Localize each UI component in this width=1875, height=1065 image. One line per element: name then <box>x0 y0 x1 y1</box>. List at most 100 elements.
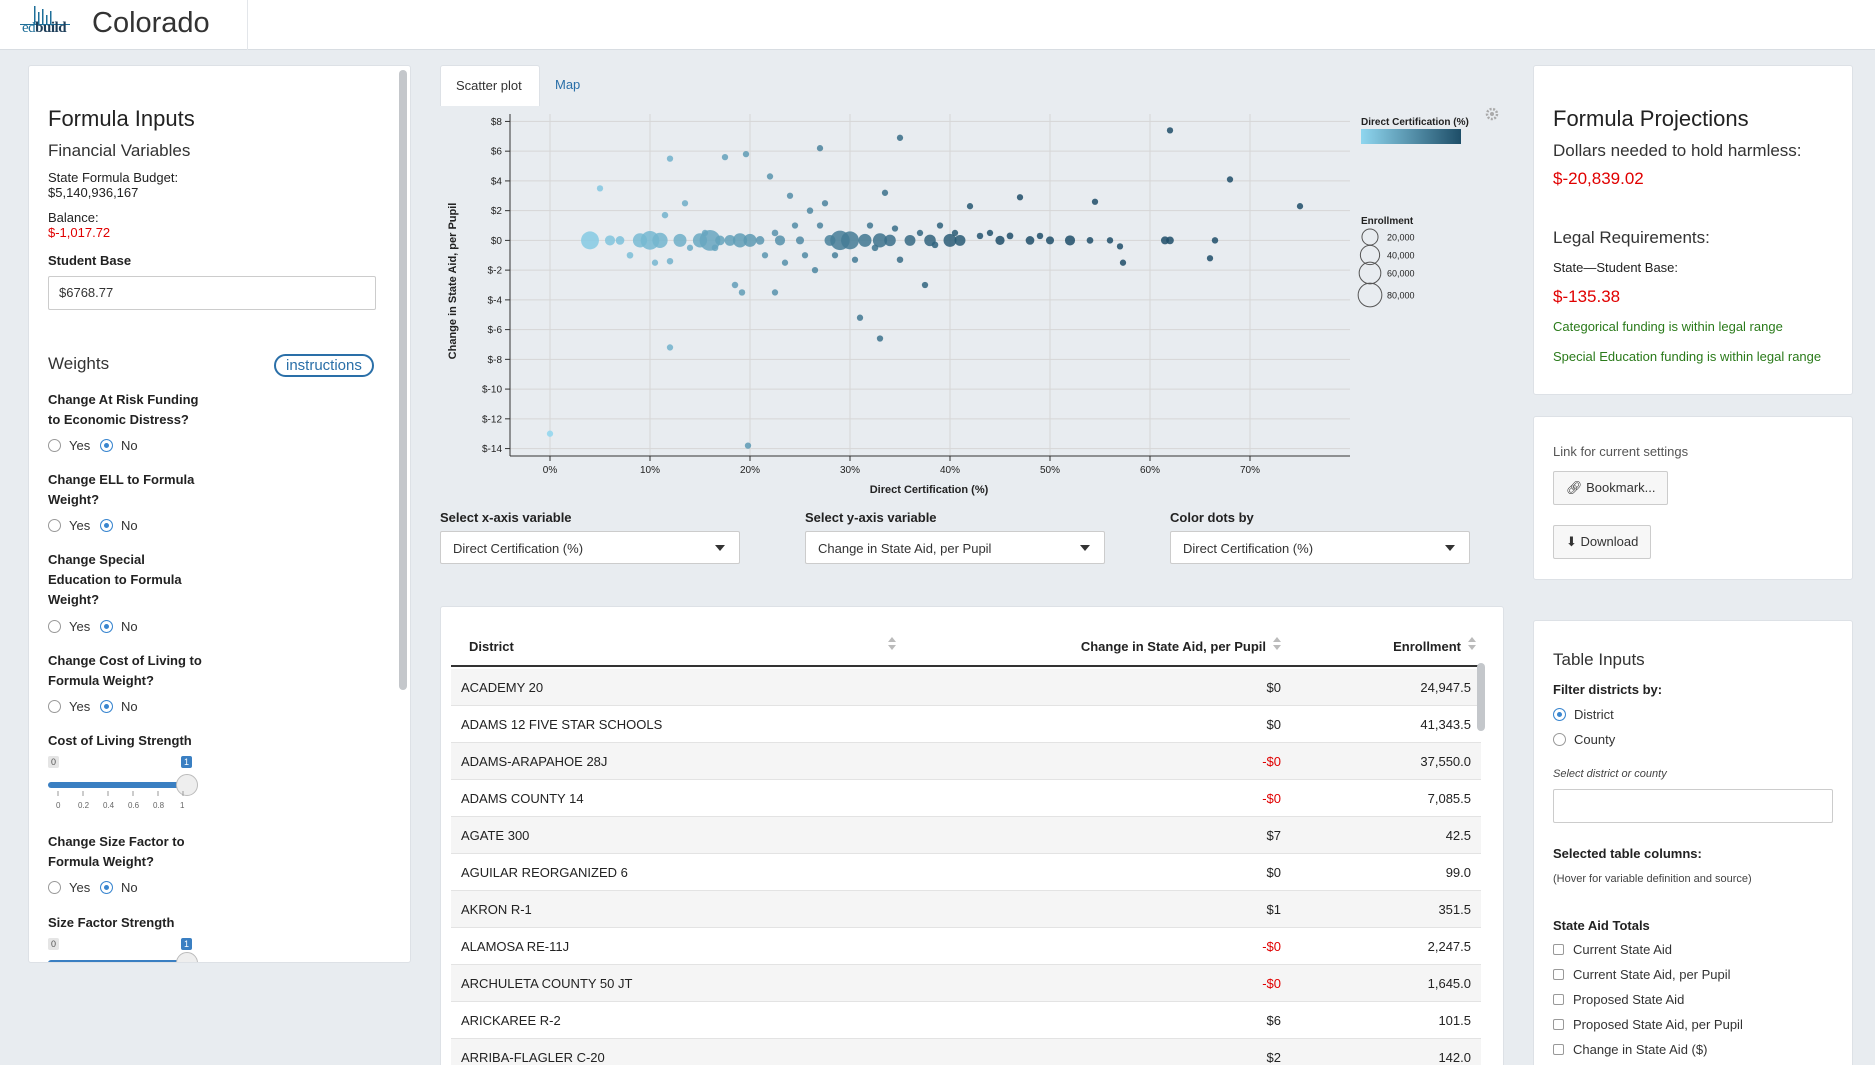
chart-settings-gear-icon[interactable] <box>1485 107 1499 121</box>
scatter-point[interactable] <box>1211 237 1219 244</box>
y-axis-select[interactable]: Change in State Aid, per Pupil <box>805 531 1105 564</box>
scatter-point[interactable] <box>816 222 824 229</box>
scatter-point[interactable] <box>581 231 599 250</box>
scatter-point[interactable] <box>1166 236 1174 245</box>
scatter-point[interactable] <box>786 192 794 199</box>
scatter-point[interactable] <box>916 229 924 237</box>
q-at-risk-yes-radio[interactable] <box>48 439 61 452</box>
q-col-no-radio[interactable] <box>100 700 113 713</box>
scatter-point[interactable] <box>791 222 799 229</box>
table-scrollbar[interactable] <box>1477 663 1485 731</box>
scatter-point[interactable] <box>876 335 884 342</box>
sort-enrollment-icon[interactable] <box>1468 637 1476 651</box>
scatter-point[interactable] <box>816 145 824 152</box>
scatter-point[interactable] <box>711 244 719 252</box>
q-size-no-radio[interactable] <box>100 881 113 894</box>
col-slider-handle[interactable] <box>176 774 198 796</box>
sort-district-icon[interactable] <box>888 637 896 651</box>
col-proposed-per-pupil-checkbox[interactable] <box>1553 1019 1564 1030</box>
col-slider-track[interactable] <box>48 782 186 788</box>
color-dots-select[interactable]: Direct Certification (%) <box>1170 531 1470 564</box>
scatter-point[interactable] <box>821 200 829 207</box>
scatter-point[interactable] <box>732 233 748 248</box>
q-at-risk-no-radio[interactable] <box>100 439 113 452</box>
q-ell-yes-radio[interactable] <box>48 519 61 532</box>
scatter-point[interactable] <box>651 259 659 266</box>
download-button[interactable]: ⬇︎ Download <box>1553 525 1652 559</box>
scatter-point[interactable] <box>841 231 859 250</box>
scatter-point[interactable] <box>686 244 694 251</box>
scatter-point[interactable] <box>891 225 899 232</box>
scatter-point[interactable] <box>781 259 789 266</box>
q-sped-yes-radio[interactable] <box>48 620 61 633</box>
col-current-state-aid-checkbox[interactable] <box>1553 944 1564 955</box>
scatter-point[interactable] <box>1166 127 1174 134</box>
scatter-point[interactable] <box>1025 236 1035 245</box>
table-row[interactable]: ADAMS COUNTY 14 -$0 7,085.5 <box>451 780 1481 817</box>
table-row[interactable]: AGUILAR REORGANIZED 6 $0 99.0 <box>451 854 1481 891</box>
scatter-point[interactable] <box>806 207 814 214</box>
scatter-point[interactable] <box>761 252 769 259</box>
scatter-point[interactable] <box>721 153 729 161</box>
scatter-point[interactable] <box>936 222 944 229</box>
scatter-point[interactable] <box>673 233 687 247</box>
scatter-point[interactable] <box>966 203 974 210</box>
scatter-point[interactable] <box>738 289 746 296</box>
scatter-point[interactable] <box>881 189 889 196</box>
scatter-point[interactable] <box>771 289 779 296</box>
scatter-point[interactable] <box>856 314 864 321</box>
scatter-point[interactable] <box>666 257 674 265</box>
scatter-point[interactable] <box>626 251 634 259</box>
scatter-point[interactable] <box>666 155 674 162</box>
scatter-point[interactable] <box>604 235 616 246</box>
scatter-point[interactable] <box>931 241 939 249</box>
scatter-point[interactable] <box>986 229 994 237</box>
table-row[interactable]: AKRON R-1 $1 351.5 <box>451 891 1481 928</box>
scatter-point[interactable] <box>896 256 904 263</box>
scatter-point[interactable] <box>904 234 916 246</box>
col-change-state-aid-checkbox[interactable] <box>1553 1044 1564 1055</box>
sort-change-icon[interactable] <box>1273 637 1281 651</box>
scatter-point[interactable] <box>731 281 739 289</box>
scatter-point[interactable] <box>742 150 750 158</box>
tab-map[interactable]: Map <box>555 77 581 92</box>
scatter-point[interactable] <box>615 236 625 245</box>
filter-county-radio[interactable] <box>1553 733 1566 746</box>
scatter-point[interactable] <box>866 222 874 229</box>
scatter-point[interactable] <box>771 229 779 237</box>
scatter-point[interactable] <box>872 233 888 248</box>
q-size-yes-radio[interactable] <box>48 881 61 894</box>
scatter-point[interactable] <box>743 233 757 247</box>
size-slider-handle[interactable] <box>176 952 198 962</box>
brand[interactable]: edbuild Colorado <box>0 0 248 50</box>
scatter-point[interactable] <box>921 281 929 289</box>
scatter-point[interactable] <box>951 229 959 237</box>
scatter-point[interactable] <box>766 173 774 180</box>
left-panel-scrollbar[interactable] <box>399 70 407 690</box>
table-row[interactable]: ARICKAREE R-2 $6 101.5 <box>451 1002 1481 1039</box>
scatter-point[interactable] <box>755 236 765 245</box>
scatter-point[interactable] <box>795 236 805 245</box>
table-row[interactable]: ARCHULETA COUNTY 50 JT -$0 1,645.0 <box>451 965 1481 1002</box>
instructions-button[interactable]: instructions <box>274 354 374 377</box>
scatter-point[interactable] <box>546 430 554 437</box>
table-row[interactable]: ALAMOSA RE-11J -$0 2,247.5 <box>451 928 1481 965</box>
col-proposed-state-aid-checkbox[interactable] <box>1553 994 1564 1005</box>
filter-district-radio[interactable] <box>1553 708 1566 721</box>
q-col-yes-radio[interactable] <box>48 700 61 713</box>
size-slider-track[interactable] <box>48 960 186 962</box>
scatter-point[interactable] <box>1206 255 1214 262</box>
scatter-point[interactable] <box>1091 198 1099 205</box>
scatter-point[interactable] <box>1064 235 1076 246</box>
scatter-point[interactable] <box>943 233 957 247</box>
scatter-point[interactable] <box>1226 176 1234 183</box>
scatter-point[interactable] <box>596 185 604 192</box>
scatter-point[interactable] <box>652 232 668 249</box>
district-county-input[interactable] <box>1553 789 1833 823</box>
bookmark-button[interactable]: 🔗︎ Bookmark... <box>1553 471 1669 505</box>
scatter-point[interactable] <box>661 211 669 219</box>
scatter-point[interactable] <box>744 442 752 449</box>
scatter-point[interactable] <box>801 252 809 259</box>
student-base-input[interactable]: $6768.77 <box>48 276 376 310</box>
scatter-point[interactable] <box>954 234 966 246</box>
